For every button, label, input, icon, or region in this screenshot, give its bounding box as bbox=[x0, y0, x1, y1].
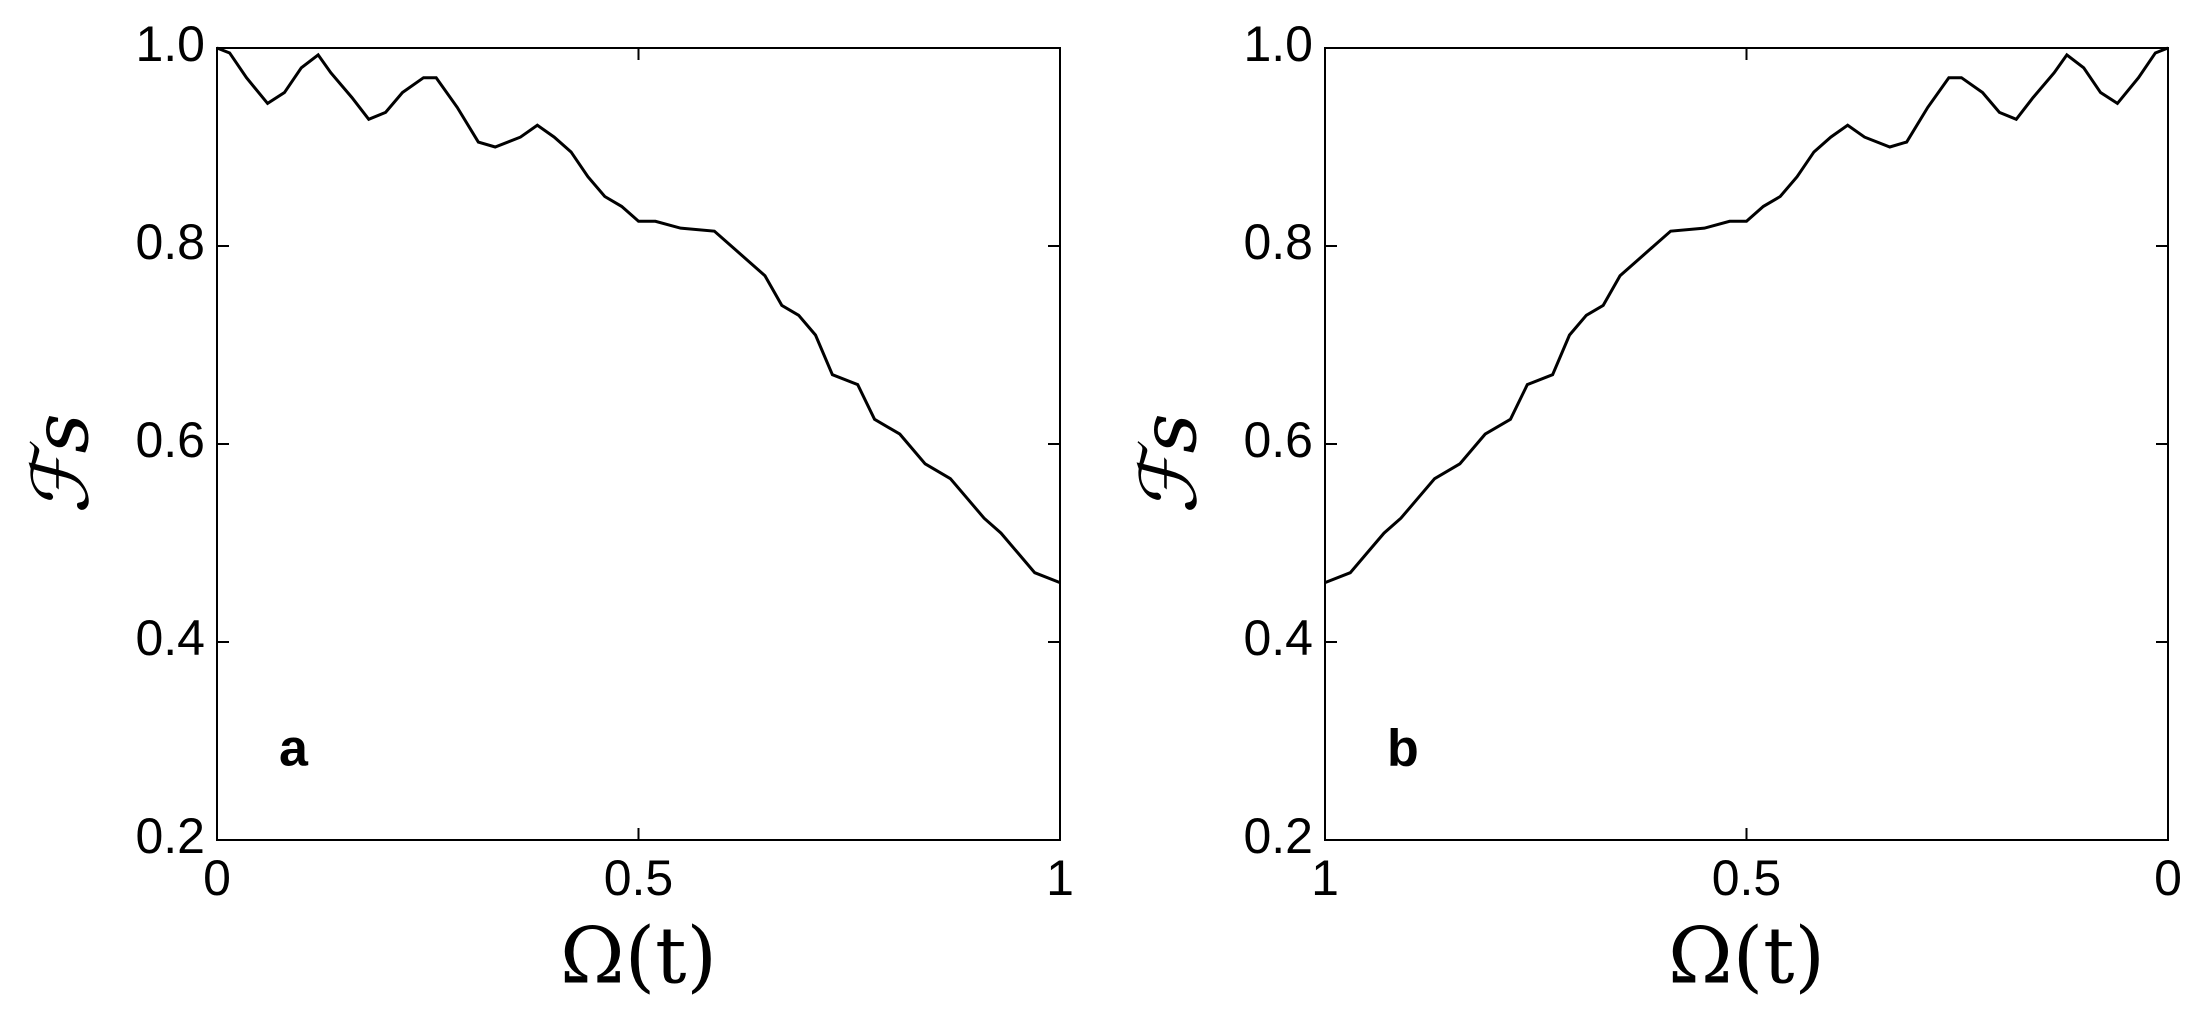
y-tick-label: 0.4 bbox=[135, 610, 205, 666]
y-tick-label: 1.0 bbox=[1243, 16, 1313, 72]
x-tick-label: 1 bbox=[1046, 850, 1074, 906]
y-tick-label: 0.6 bbox=[1243, 412, 1313, 468]
panel-label: b bbox=[1387, 720, 1419, 778]
y-tick-label: 0.2 bbox=[1243, 808, 1313, 864]
y-tick-label: 0.2 bbox=[135, 808, 205, 864]
plot-frame bbox=[1324, 47, 2169, 841]
y-tick-label: 0.6 bbox=[135, 412, 205, 468]
x-axis-label: Ω(t) bbox=[560, 912, 717, 1002]
y-tick-label: 0.8 bbox=[135, 214, 205, 270]
panel-label: a bbox=[279, 720, 309, 778]
x-tick-label: 0.5 bbox=[1712, 850, 1782, 906]
x-tick-label: 0 bbox=[203, 850, 231, 906]
y-tick-label: 1.0 bbox=[135, 16, 205, 72]
y-tick-label: 0.8 bbox=[1243, 214, 1313, 270]
y-axis-label: ℱs bbox=[17, 413, 107, 514]
y-tick-label: 0.4 bbox=[1243, 610, 1313, 666]
plot-frame bbox=[216, 47, 1061, 841]
data-line bbox=[1324, 46, 2169, 584]
x-tick-label: 0 bbox=[2154, 850, 2182, 906]
data-line bbox=[216, 46, 1061, 584]
x-tick-label: 1 bbox=[1311, 850, 1339, 906]
x-tick-label: 0.5 bbox=[604, 850, 674, 906]
x-axis-label: Ω(t) bbox=[1668, 912, 1825, 1002]
y-axis-label: ℱs bbox=[1125, 413, 1215, 514]
